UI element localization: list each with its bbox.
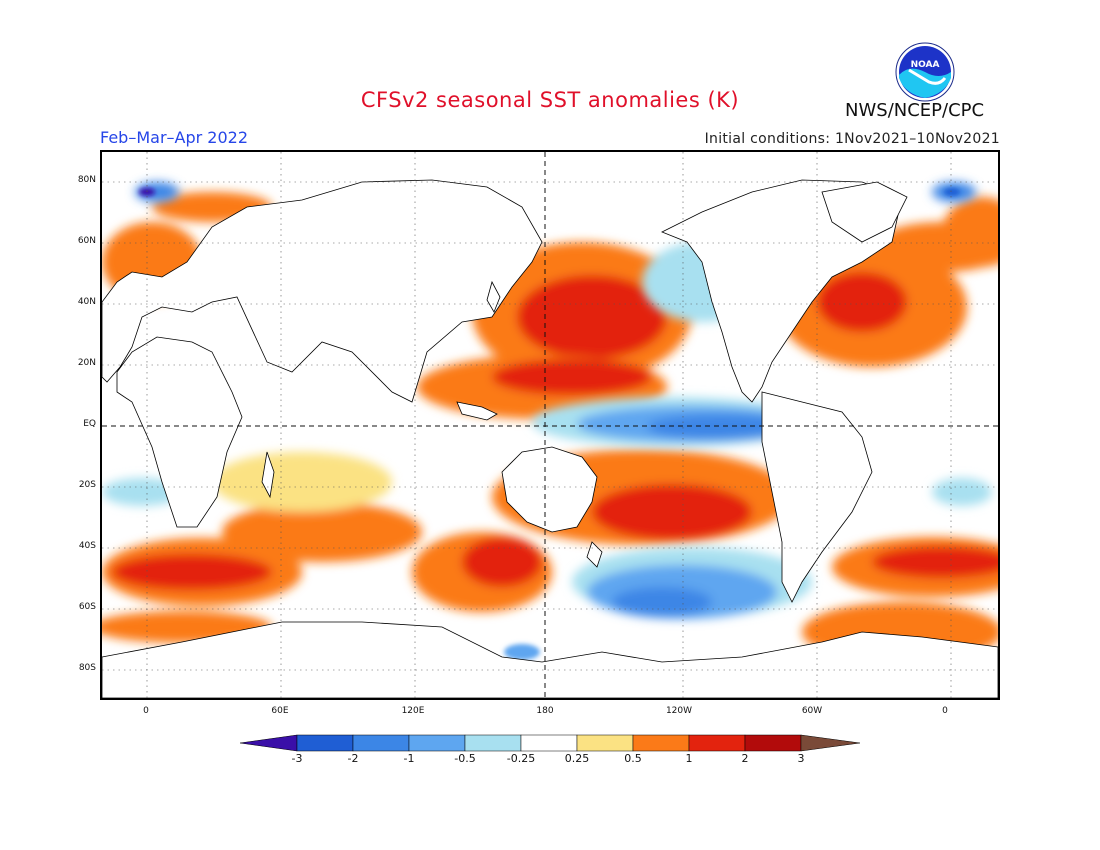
land-americas [661,179,903,603]
colorbar-label: -0.25 [506,752,536,765]
colorbar-arrow-high [800,734,860,752]
colorbar-label: -2 [347,752,359,765]
season-label: Feb–Mar–Apr 2022 [100,128,248,147]
land-masks [102,179,998,698]
colorbar-swatch-9 [744,734,802,752]
map-canvas [102,152,998,698]
colorbar-label: 2 [741,752,749,765]
land-indonesia [456,401,498,421]
colorbar-label: -0.5 [454,752,476,765]
colorbar-label: 3 [797,752,805,765]
colorbar-swatch-3 [408,734,466,752]
lon-label-0-east: 0 [942,706,948,716]
lat-label-60s: 60S [78,602,96,612]
lon-label-120e: 120E [401,706,425,716]
noaa-logo: NOAA [895,42,955,102]
colorbar-label: 1 [685,752,693,765]
lat-label-20n: 20N [77,358,96,368]
logo-text: NOAA [911,60,940,70]
colorbar [240,734,860,752]
colorbar-arrow-low [240,734,298,752]
land-greenland [821,181,908,243]
sst-anomaly-map [100,150,1000,700]
lat-label-40s: 40S [78,541,96,551]
lon-label-0: 0 [143,706,149,716]
cool-anomaly-layer [102,182,992,619]
lat-label-80n: 80N [77,175,96,185]
colorbar-swatch-8 [688,734,746,752]
colorbar-swatch-1 [296,734,354,752]
land-eurasia-africa [102,179,543,528]
colorbar-label: 0.25 [564,752,590,765]
colorbar-label: -1 [403,752,415,765]
lat-label-60n: 60N [77,236,96,246]
lat-label-20s: 20S [78,480,96,490]
colorbar-swatch-7 [632,734,690,752]
colorbar-label: -3 [291,752,303,765]
colorbar-swatch-2 [352,734,410,752]
lat-label-40n: 40N [77,297,96,307]
initial-conditions-label: Initial conditions: 1Nov2021–10Nov2021 [704,131,1000,147]
lat-label-eq: EQ [83,419,96,429]
land-japan [486,280,501,313]
colorbar-swatch-4 [464,734,522,752]
lon-label-180: 180 [536,706,554,716]
gridlines [102,152,998,698]
colorbar-swatch-5 [520,734,578,752]
lon-label-60w: 60W [801,706,823,716]
lon-label-120w: 120W [665,706,693,716]
land-antarctica [102,621,998,698]
anomaly-field [102,182,998,665]
lon-label-60e: 60E [271,706,289,716]
land-madagascar [261,451,275,499]
colorbar-label: 0.5 [624,752,642,765]
reference-lines [102,152,998,698]
lat-label-80s: 80S [78,663,96,673]
colorbar-swatch-6 [576,734,634,752]
agency-label: NWS/NCEP/CPC [845,100,985,121]
land-australia [501,446,598,533]
chart-title: CFSv2 seasonal SST anomalies (K) [360,88,740,112]
